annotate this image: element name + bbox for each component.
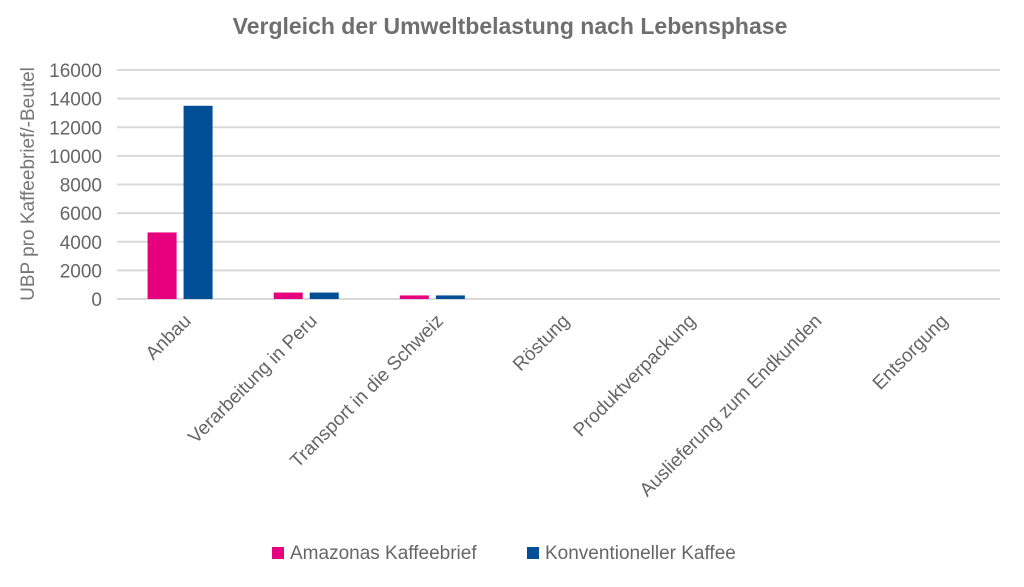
y-tick-label: 6000 [60, 204, 102, 225]
bar-amazonas-0 [147, 232, 177, 299]
legend-label-konventionell: Konventioneller Kaffee [545, 543, 736, 564]
bar-konventionell-2 [435, 295, 465, 299]
bar-amazonas-1 [273, 292, 303, 299]
x-tick-label: Produktverpackung [570, 311, 701, 442]
y-tick-label: 16000 [49, 61, 102, 82]
y-tick-label: 12000 [49, 118, 102, 139]
y-axis-label: UBP pro Kaffeebrief/-Beutel [18, 67, 39, 301]
bars [147, 105, 465, 299]
y-tick-label: 14000 [49, 90, 102, 111]
legend: Amazonas Kaffeebrief Konventioneller Kaf… [272, 543, 736, 564]
bar-konventionell-1 [309, 292, 339, 299]
y-tick-label: 4000 [60, 233, 102, 254]
y-axis-ticks: 0 2000 4000 6000 8000 10000 12000 14000 16000 [49, 61, 102, 311]
legend-swatch-amazonas [272, 547, 284, 559]
bar-konventionell-0 [183, 105, 213, 299]
y-tick-label: 2000 [60, 261, 102, 282]
x-tick-label: Entsorgung [869, 311, 953, 395]
x-tick-label: Verarbeitung in Peru [184, 311, 321, 448]
y-tick-label: 10000 [49, 147, 102, 168]
legend-label-amazonas: Amazonas Kaffeebrief [290, 543, 477, 564]
bar-amazonas-2 [399, 295, 429, 299]
x-tick-label: Röstung [509, 311, 574, 376]
gridlines [117, 69, 1000, 300]
chart-title: Vergleich der Umweltbelastung nach Leben… [233, 13, 788, 39]
x-tick-label: Anbau [142, 311, 196, 365]
y-tick-label: 0 [91, 290, 102, 311]
legend-swatch-konventionell [527, 547, 539, 559]
y-tick-label: 8000 [60, 176, 102, 197]
